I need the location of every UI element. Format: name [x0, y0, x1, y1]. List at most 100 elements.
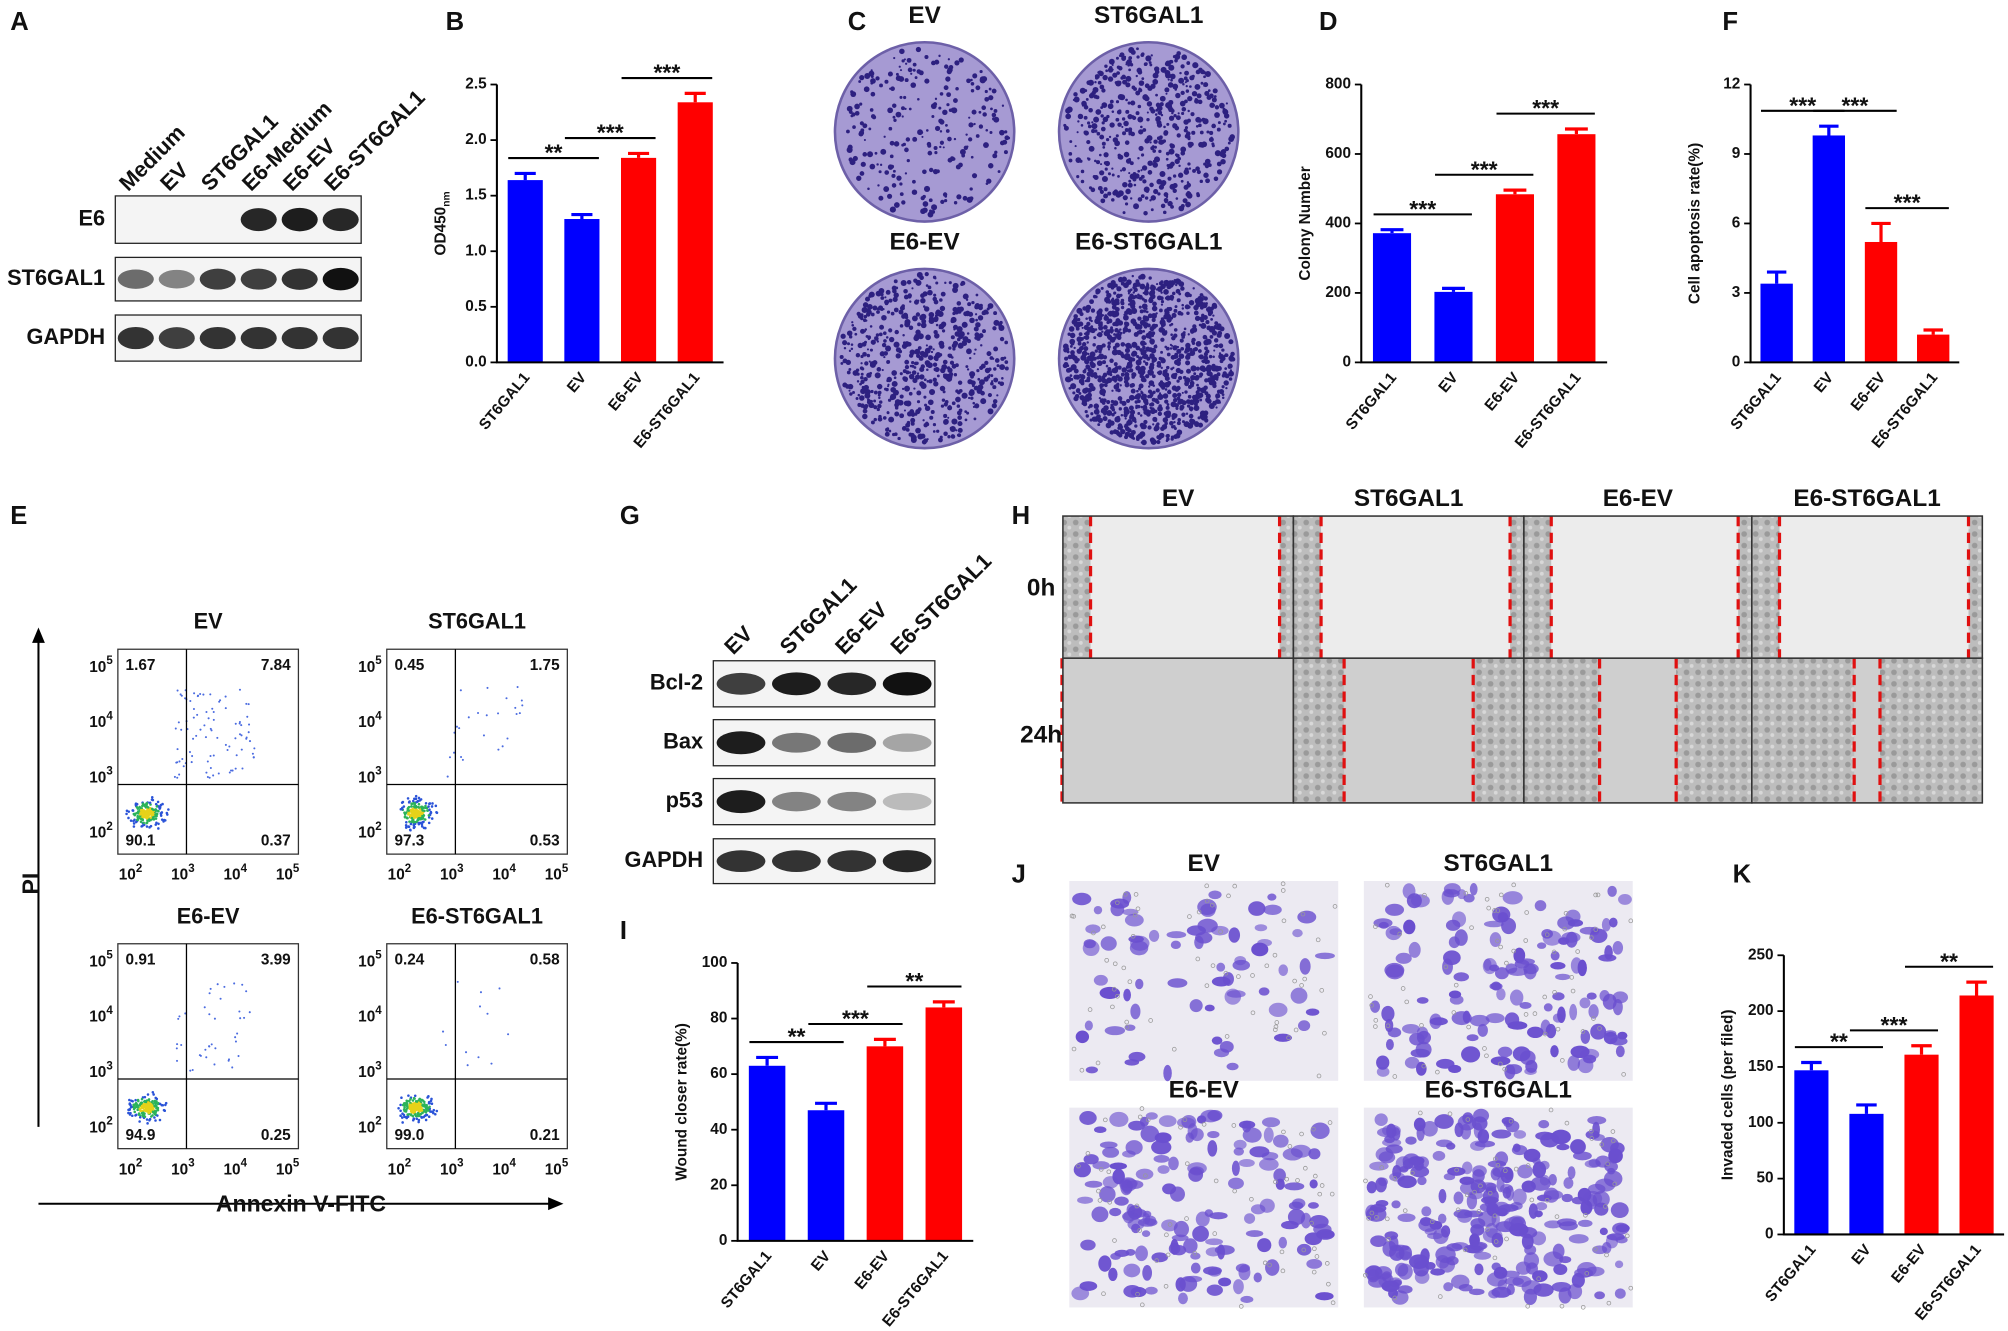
colony [954, 60, 960, 66]
colony [992, 385, 997, 390]
colony [953, 201, 958, 205]
colony [894, 202, 900, 208]
cell [1519, 1001, 1532, 1009]
colony [839, 355, 844, 360]
colony [1078, 113, 1081, 117]
colony [1173, 376, 1177, 380]
colony [885, 336, 889, 339]
colony [1085, 308, 1090, 313]
colony [1157, 411, 1163, 416]
colony [942, 192, 948, 197]
pore [1311, 1126, 1316, 1132]
colony [1077, 120, 1080, 123]
colony [950, 319, 955, 324]
colony [873, 405, 878, 410]
error-bar [1966, 980, 1987, 996]
colony [1131, 341, 1138, 348]
colony [923, 395, 927, 399]
pore [1504, 1236, 1509, 1242]
cell [1374, 1113, 1388, 1127]
colony [840, 333, 846, 339]
colony [1101, 390, 1106, 395]
colony [1095, 316, 1099, 320]
event [180, 694, 183, 697]
colony [966, 145, 969, 148]
blot-box [114, 256, 362, 302]
colony [927, 285, 932, 290]
colony [1119, 94, 1126, 101]
colony [1185, 399, 1191, 405]
pore [1317, 1191, 1323, 1197]
cell [1171, 1245, 1187, 1256]
colony [1155, 108, 1159, 112]
colony [1092, 343, 1096, 347]
colony [932, 377, 937, 382]
colony [1069, 374, 1073, 377]
colony [1180, 332, 1186, 338]
colony [1216, 161, 1222, 167]
colony [1227, 123, 1232, 128]
event [414, 794, 418, 798]
colony [1100, 408, 1106, 414]
colony [1106, 320, 1110, 325]
tick-exp: 4 [375, 710, 382, 722]
colony [1137, 157, 1140, 160]
colony [1083, 115, 1088, 120]
colony [1116, 286, 1122, 292]
colony [933, 329, 938, 335]
colony [1133, 183, 1137, 187]
colony [1203, 172, 1209, 178]
colony [1173, 114, 1177, 118]
colony [1124, 417, 1127, 420]
colony [864, 392, 871, 399]
cell [1403, 919, 1416, 935]
colony [999, 381, 1004, 387]
colony [902, 142, 906, 147]
pore [1421, 1063, 1427, 1069]
event [199, 728, 202, 731]
event [427, 814, 431, 817]
colony [868, 360, 871, 363]
cell [1249, 1146, 1270, 1158]
cell [1543, 1187, 1560, 1203]
colony [912, 179, 916, 184]
error-bar [1442, 286, 1465, 292]
colony [850, 347, 854, 351]
colony [947, 367, 953, 373]
colony [1203, 82, 1209, 88]
x-tick-label: ST6GAL1 [718, 1248, 776, 1312]
pore [1262, 1260, 1268, 1266]
colony [1138, 305, 1142, 309]
colony [1123, 314, 1129, 321]
colony [890, 164, 895, 169]
colony [1096, 131, 1101, 136]
colony [1166, 317, 1172, 323]
colony [1218, 343, 1224, 349]
colony [1161, 357, 1164, 360]
pore [1551, 949, 1557, 955]
colony [1135, 359, 1142, 366]
colony [1087, 124, 1092, 129]
colony [962, 195, 968, 201]
colony [964, 410, 968, 413]
colony [1119, 384, 1122, 387]
colony [1173, 308, 1178, 313]
colony [939, 385, 946, 392]
event [125, 812, 128, 816]
colony [1154, 113, 1158, 116]
colony [864, 361, 869, 366]
colony [1181, 54, 1188, 61]
colony [993, 377, 999, 383]
plot-title: EV [194, 609, 224, 634]
colony [1168, 297, 1172, 301]
colony [1110, 298, 1115, 303]
colony [920, 293, 925, 299]
event [148, 826, 151, 829]
blot-band [322, 267, 359, 291]
colony [993, 116, 1000, 123]
tick-exp: 4 [241, 863, 248, 875]
cell [1509, 989, 1524, 1006]
colony [1181, 303, 1184, 307]
colony [939, 130, 943, 133]
colony [954, 331, 961, 337]
